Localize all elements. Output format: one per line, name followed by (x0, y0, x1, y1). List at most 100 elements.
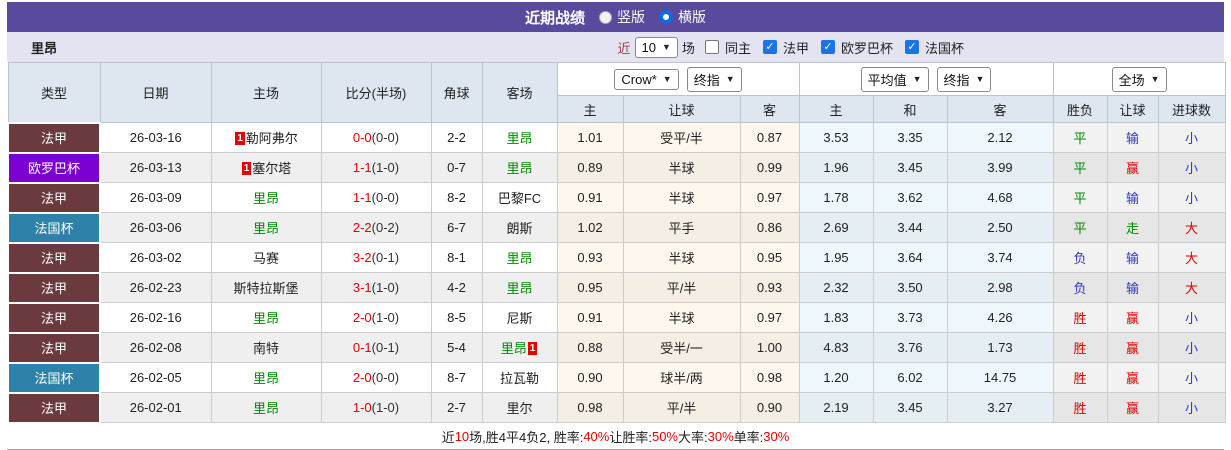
col-header-type: 类型 (7, 62, 101, 123)
handicap-result-cell: 赢 (1106, 152, 1159, 183)
corners-cell: 5-4 (430, 332, 483, 363)
avg-home-cell: 1.96 (798, 152, 874, 183)
chevron-down-icon: ▼ (912, 74, 922, 84)
same-home-label: 同主 (724, 40, 751, 56)
title-bar: 近期战绩 竖版 横版 (7, 2, 1224, 32)
summary-stats: 近 10 场,胜4平4负2, 胜率: 40% 让胜率: 50% 大率: 30% 单率: 30… (7, 424, 1224, 450)
team-name-text: 南特 (252, 341, 279, 356)
league1-checkbox[interactable]: ✓ (762, 40, 777, 54)
team-name-text: 里昂 (252, 371, 279, 386)
handicap-result-cell: 赢 (1106, 392, 1159, 423)
col-header-avg-draw: 和 (872, 95, 948, 123)
final-odds-select-1[interactable]: 终指 ▼ (686, 66, 742, 92)
col-header-odds-home: 主 (556, 95, 624, 123)
league-cell: 法甲 (7, 181, 101, 214)
table-row: 法甲 26-02-01 里昂 1-0(1-0) 2-7 里尔 0.98 平/半 0.90 2.19… (7, 391, 1226, 424)
goals-cell: 小 (1157, 332, 1226, 363)
score-cell: 1-1(1-0) (320, 152, 432, 183)
avg-home-cell: 2.19 (798, 392, 874, 423)
date-cell: 26-02-08 (99, 332, 212, 363)
league2-label: 欧罗巴杯 (840, 40, 893, 56)
handicap-cell: 受半/一 (622, 332, 741, 363)
team-name-text: 马赛 (252, 251, 279, 266)
corners-cell: 8-1 (430, 242, 483, 273)
league3-checkbox[interactable]: ✓ (904, 40, 919, 54)
avg-draw-cell: 3.45 (872, 392, 948, 423)
near-label: 近 (617, 40, 631, 56)
average-group-header: 平均值 ▼ 终指 ▼ (798, 62, 1054, 96)
avg-home-cell: 1.83 (798, 302, 874, 333)
col-header-goals: 进球数 (1157, 95, 1226, 123)
fulltime-select[interactable]: 全场 ▼ (1111, 66, 1167, 92)
summary-stat-segment: 50% (651, 428, 678, 444)
avg-home-cell: 4.83 (798, 332, 874, 363)
away-team-cell: 朗斯 (481, 212, 558, 243)
date-cell: 26-03-09 (99, 182, 212, 213)
col-header-outcome: 胜负 (1052, 95, 1108, 123)
col-header-odds-away: 客 (739, 95, 800, 123)
chevron-down-icon: ▼ (975, 74, 985, 84)
handicap-result-cell: 赢 (1106, 302, 1159, 333)
handicap-cell: 半球 (622, 152, 741, 183)
team-name-text: 里昂 (506, 251, 533, 266)
date-cell: 26-03-02 (99, 242, 212, 273)
corners-cell: 4-2 (430, 272, 483, 303)
away-team-cell: 里昂 (481, 242, 558, 273)
handicap-cell: 半球 (622, 242, 741, 273)
fulltime-score: 0-1 (352, 340, 372, 355)
fulltime-score: 2-0 (352, 310, 372, 325)
team-name-text: 拉瓦勒 (499, 371, 539, 386)
layout-vertical-radio[interactable]: 竖版 (599, 7, 645, 27)
outcome-cell: 胜 (1052, 302, 1108, 333)
filter-bar: 里昂 近 10 ▼ 场 同主 ✓ 法甲 ✓ 欧罗巴杯 ✓ 法国杯 (7, 32, 1224, 62)
goals-cell: 大 (1157, 212, 1226, 243)
odds-home-cell: 0.98 (556, 392, 624, 423)
table-row: 法国杯 26-03-06 里昂 2-2(0-2) 6-7 朗斯 1.02 平手 0.86 2.69… (7, 211, 1226, 244)
average-select[interactable]: 平均值 ▼ (860, 66, 929, 92)
match-count-select[interactable]: 10 ▼ (634, 36, 678, 58)
handicap-result-cell: 输 (1106, 272, 1159, 303)
corners-cell: 2-2 (430, 122, 483, 153)
avg-draw-cell: 3.62 (872, 182, 948, 213)
radio-off-icon[interactable] (599, 10, 612, 24)
league2-checkbox[interactable]: ✓ (820, 40, 835, 54)
summary-stat-segment: 10 (454, 428, 470, 444)
odds-home-cell: 0.88 (556, 332, 624, 363)
summary-stat-segment: 场,胜4平4负2, 胜率: (469, 429, 584, 445)
outcome-cell: 胜 (1052, 392, 1108, 423)
away-team-cell: 里昂 1 (481, 332, 558, 363)
recent-results-panel: 近期战绩 竖版 横版 里昂 近 10 ▼ 场 同主 ✓ 法甲 ✓ 欧罗巴杯 ✓ … (7, 2, 1226, 450)
layout-horizontal-radio[interactable]: 横版 (659, 7, 706, 27)
match-count-value: 10 (641, 39, 656, 55)
score-cell: 3-2(0-1) (320, 242, 432, 273)
away-team-cell: 里尔 (481, 392, 558, 423)
team-name-text: 巴黎FC (497, 191, 542, 206)
avg-draw-cell: 6.02 (872, 362, 948, 393)
league-cell: 法甲 (7, 301, 101, 334)
home-team-cell: 斯特拉斯堡 (210, 272, 322, 303)
avg-away-cell: 2.12 (946, 122, 1054, 153)
fulltime-score: 3-2 (352, 250, 372, 265)
chevron-down-icon: ▼ (662, 74, 672, 84)
team-name-text: 斯特拉斯堡 (233, 281, 299, 296)
avg-draw-cell: 3.44 (872, 212, 948, 243)
odds-away-cell: 0.95 (739, 242, 800, 273)
outcome-cell: 负 (1052, 272, 1108, 303)
home-team-cell: 里昂 (210, 362, 322, 393)
filter-controls: 近 10 ▼ 场 同主 ✓ 法甲 ✓ 欧罗巴杯 ✓ 法国杯 (617, 36, 966, 58)
final-odds-select-1-value: 终指 (693, 72, 720, 88)
final-odds-select-2[interactable]: 终指 ▼ (936, 66, 992, 92)
date-cell: 26-03-13 (99, 152, 212, 183)
bookmaker-select[interactable]: Crow* ▼ (614, 68, 679, 90)
handicap-result-cell: 输 (1106, 182, 1159, 213)
same-home-checkbox[interactable] (704, 40, 719, 54)
league-cell: 法甲 (7, 391, 101, 424)
radio-on-icon[interactable] (659, 10, 673, 24)
table-row: 法甲 26-03-09 里昂 1-1(0-0) 8-2 巴黎FC 0.91 半球 0.97 1.7… (7, 181, 1226, 214)
date-cell: 26-02-01 (99, 392, 212, 423)
avg-home-cell: 1.95 (798, 242, 874, 273)
avg-away-cell: 3.99 (946, 152, 1054, 183)
team-name-text: 朗斯 (506, 221, 533, 236)
fulltime-score: 2-2 (352, 220, 372, 235)
avg-away-cell: 14.75 (946, 362, 1054, 393)
